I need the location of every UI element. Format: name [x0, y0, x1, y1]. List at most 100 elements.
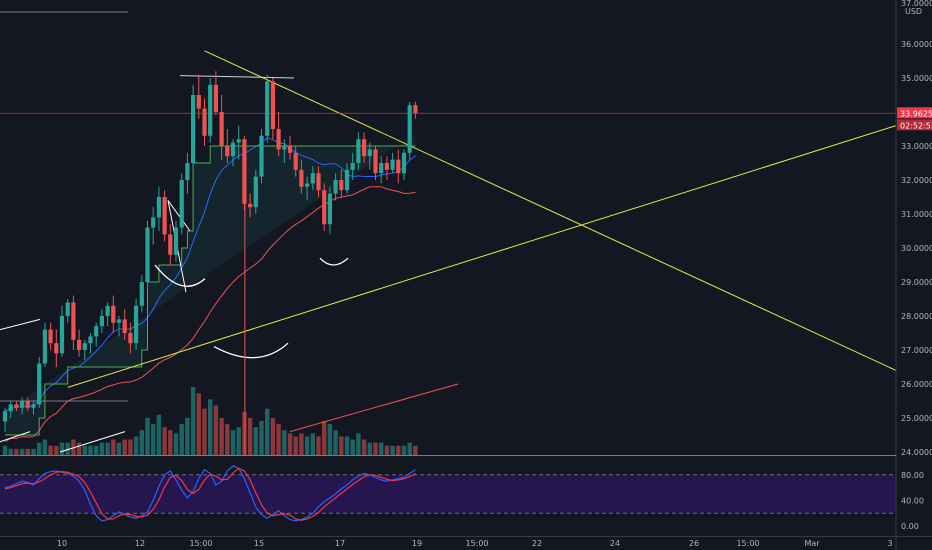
time-tick-label: 24 — [610, 539, 620, 548]
candles[interactable] — [2, 71, 418, 455]
candle — [253, 169, 258, 214]
volume-bar — [339, 436, 344, 455]
volume-bar — [179, 424, 184, 455]
candle-body — [253, 176, 258, 208]
volume-bar — [65, 442, 70, 455]
candle — [350, 152, 355, 180]
candle — [54, 329, 59, 367]
candle-body — [225, 146, 230, 157]
short-white-stroke — [167, 200, 191, 232]
volume-bar — [396, 445, 401, 455]
volume-bars — [2, 387, 418, 455]
candle-body — [31, 404, 36, 408]
candle — [94, 322, 99, 347]
volume-bar — [76, 442, 82, 455]
candle — [111, 295, 116, 333]
volume-bar — [361, 439, 367, 455]
candle — [356, 132, 361, 170]
price-tick-label: 28.00000 — [901, 312, 932, 321]
candle-body — [390, 159, 395, 170]
candle-body — [270, 81, 275, 129]
candle-body — [401, 152, 407, 174]
candle-body — [344, 169, 350, 191]
candle-body — [59, 316, 65, 354]
candle — [265, 74, 270, 143]
time-tick-label: 15:00 — [736, 539, 759, 548]
candle — [191, 84, 196, 170]
volume-bar — [196, 393, 201, 455]
candle-body — [413, 105, 418, 114]
volume-bar — [276, 424, 281, 455]
time-tick-label: 19 — [412, 539, 422, 548]
candle — [344, 163, 350, 194]
time-tick-label: 3 — [887, 539, 892, 548]
candle — [225, 129, 230, 163]
candle — [173, 220, 179, 262]
trailing-stop-line — [5, 145, 416, 436]
candle-body — [191, 95, 196, 163]
candle-body — [25, 401, 30, 408]
candle — [71, 295, 76, 350]
time-tick-label: 10 — [57, 539, 67, 548]
volume-bar — [356, 433, 361, 455]
candle — [105, 302, 110, 327]
candle-body — [208, 84, 213, 136]
volume-bar — [88, 445, 93, 455]
candle-body — [305, 183, 310, 187]
candle-body — [151, 217, 156, 228]
candle — [8, 401, 13, 418]
candle-body — [276, 129, 281, 150]
volume-bar — [413, 445, 418, 455]
candle-body — [179, 180, 184, 228]
volume-bar — [54, 445, 59, 455]
candle — [236, 125, 241, 160]
candle — [185, 152, 190, 194]
candle — [396, 149, 401, 184]
candle-body — [213, 84, 218, 112]
candle-body — [88, 336, 93, 344]
volume-bar — [344, 436, 350, 455]
volume-bar — [19, 448, 25, 455]
time-tick-label: 22 — [532, 539, 542, 548]
candle — [219, 95, 224, 160]
candle-body — [94, 326, 99, 337]
candle — [242, 135, 247, 211]
volume-bar — [173, 433, 179, 455]
candle-body — [139, 282, 144, 306]
volume-bar — [99, 442, 105, 455]
candle-body — [145, 227, 150, 282]
candle-body — [156, 197, 161, 218]
candle — [407, 101, 412, 160]
candle — [202, 98, 207, 146]
candle — [327, 186, 332, 235]
volume-bar — [310, 433, 315, 455]
candle-body — [367, 149, 372, 157]
candle-body — [82, 343, 87, 350]
volume-bar — [111, 439, 116, 455]
candle-body — [196, 95, 201, 109]
candle — [145, 220, 150, 286]
candle — [37, 356, 42, 408]
volume-bar — [384, 445, 390, 455]
volume-bar — [287, 433, 293, 455]
candle-body — [407, 105, 412, 153]
candle — [270, 78, 275, 140]
volume-bar — [82, 445, 87, 455]
volume-bar — [265, 408, 270, 455]
candle — [25, 397, 30, 412]
time-tick-label: 12 — [135, 539, 145, 548]
top-price-label: 37.00000 — [901, 0, 932, 8]
candle-body — [71, 302, 76, 340]
candle — [59, 305, 65, 357]
volume-bar — [48, 445, 53, 455]
candle-body — [350, 163, 355, 170]
candle — [316, 166, 321, 197]
candle-body — [339, 180, 344, 191]
volume-bar — [168, 430, 173, 455]
volume-bar — [327, 424, 333, 455]
candle-body — [219, 112, 224, 146]
volume-bar — [208, 399, 213, 455]
bottom-white-line — [0, 431, 31, 443]
